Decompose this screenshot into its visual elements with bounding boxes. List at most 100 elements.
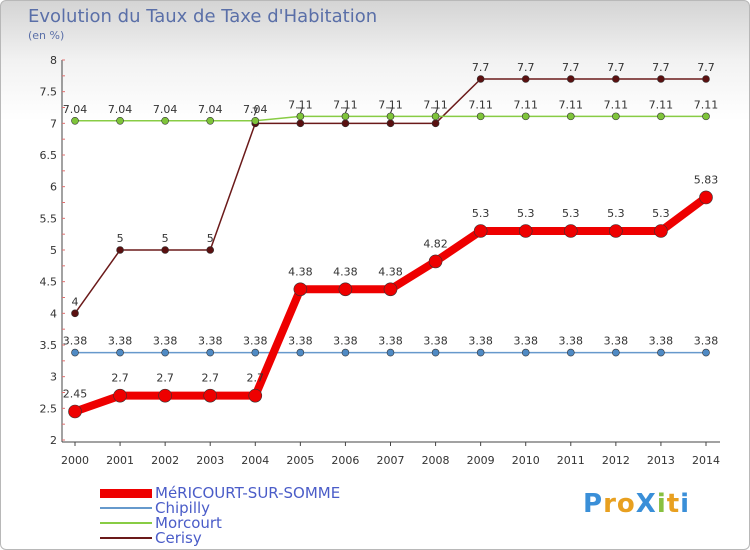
- data-point: [116, 348, 124, 357]
- data-point: [702, 75, 710, 83]
- y-tick-label: 2.5: [40, 402, 58, 415]
- x-tick-label: 2006: [331, 454, 359, 467]
- data-point: [341, 348, 350, 357]
- data-label: 2.7: [111, 372, 129, 385]
- data-label: 5: [207, 232, 214, 245]
- y-tick-label: 3: [50, 371, 57, 384]
- data-point: [293, 282, 308, 297]
- data-label: 7.7: [472, 61, 490, 74]
- data-label: 2.7: [201, 372, 219, 385]
- data-point: [251, 117, 260, 125]
- data-point: [203, 388, 218, 403]
- x-tick-label: 2010: [512, 454, 540, 467]
- data-point: [383, 282, 398, 297]
- x-tick-label: 2007: [377, 454, 405, 467]
- data-point: [566, 112, 575, 121]
- data-point: [296, 112, 305, 121]
- y-tick-label: 4: [50, 307, 57, 320]
- chart-title: Evolution du Taux de Taxe d'Habitation: [28, 6, 378, 27]
- data-point: [158, 388, 172, 403]
- data-label: 3.38: [559, 335, 584, 348]
- data-point: [296, 119, 305, 128]
- data-label: 4.38: [378, 265, 403, 278]
- data-point: [699, 190, 713, 205]
- data-point: [296, 348, 305, 357]
- x-tick-label: 2002: [151, 454, 179, 467]
- data-label: 4.82: [423, 237, 448, 250]
- data-point: [386, 119, 395, 128]
- data-label: 7.11: [694, 98, 719, 111]
- data-label: 3.38: [378, 335, 403, 348]
- data-label: 3.38: [649, 335, 674, 348]
- data-label: 7.11: [649, 98, 674, 111]
- data-label: 7.04: [243, 103, 268, 116]
- data-label: 2.7: [156, 372, 174, 385]
- x-tick-label: 2011: [557, 454, 585, 467]
- data-label: 3.38: [108, 335, 133, 348]
- x-tick-label: 2014: [692, 454, 720, 467]
- data-point: [612, 112, 620, 121]
- data-label: 7: [387, 105, 394, 118]
- data-label: 3.38: [243, 335, 268, 348]
- data-label: 5.83: [694, 173, 719, 186]
- data-point: [251, 348, 260, 357]
- data-label: 3.38: [288, 335, 313, 348]
- data-label: 7: [297, 105, 304, 118]
- data-label: 7.11: [604, 98, 629, 111]
- data-label: 7.04: [153, 103, 178, 116]
- y-tick-label: 4.5: [40, 276, 58, 289]
- data-point: [341, 119, 350, 128]
- data-point: [566, 75, 575, 83]
- x-tick-label: 2013: [647, 454, 675, 467]
- legend-swatch: [100, 507, 152, 509]
- data-label: 5.3: [562, 207, 580, 220]
- data-label: 5.3: [652, 207, 670, 220]
- data-label: 7.7: [652, 61, 670, 74]
- data-label: 3.38: [423, 335, 448, 348]
- data-point: [566, 348, 575, 357]
- data-label: 7.7: [517, 61, 535, 74]
- y-tick-label: 6: [50, 181, 57, 194]
- legend-swatch: [100, 537, 152, 539]
- data-label: 7.04: [108, 103, 133, 116]
- data-point: [206, 117, 215, 125]
- legend-label: Chipilly: [155, 499, 211, 517]
- data-label: 7.11: [333, 98, 358, 111]
- y-tick-label: 8: [50, 54, 57, 67]
- data-label: 7.7: [607, 61, 625, 74]
- data-point: [431, 348, 440, 357]
- y-tick-label: 6.5: [40, 149, 58, 162]
- data-label: 2.45: [63, 388, 88, 401]
- data-point: [657, 348, 665, 357]
- data-label: 3.38: [153, 335, 178, 348]
- data-point: [521, 348, 530, 357]
- data-label: 7: [432, 105, 439, 118]
- data-label: 5.3: [607, 207, 625, 220]
- data-label: 7.11: [513, 98, 538, 111]
- data-label: 7.7: [562, 61, 580, 74]
- data-point: [657, 112, 665, 121]
- legend-swatch: [100, 522, 152, 524]
- data-point: [161, 348, 169, 357]
- y-tick-label: 2: [50, 434, 57, 447]
- data-point: [116, 117, 124, 125]
- unit-label: (en %): [28, 29, 65, 42]
- data-label: 5: [162, 232, 169, 245]
- data-point: [702, 112, 710, 121]
- data-point: [206, 348, 215, 357]
- data-label: 7.04: [198, 103, 223, 116]
- legend-label: Morcourt: [155, 514, 222, 532]
- data-point: [473, 224, 488, 238]
- data-point: [476, 348, 485, 357]
- data-point: [518, 224, 533, 238]
- data-label: 4.38: [288, 265, 313, 278]
- data-point: [161, 246, 169, 254]
- data-label: 7.11: [378, 98, 403, 111]
- data-label: 5.3: [517, 207, 535, 220]
- data-point: [431, 112, 440, 121]
- data-label: 4: [72, 295, 79, 308]
- data-point: [113, 388, 127, 403]
- data-point: [609, 224, 623, 238]
